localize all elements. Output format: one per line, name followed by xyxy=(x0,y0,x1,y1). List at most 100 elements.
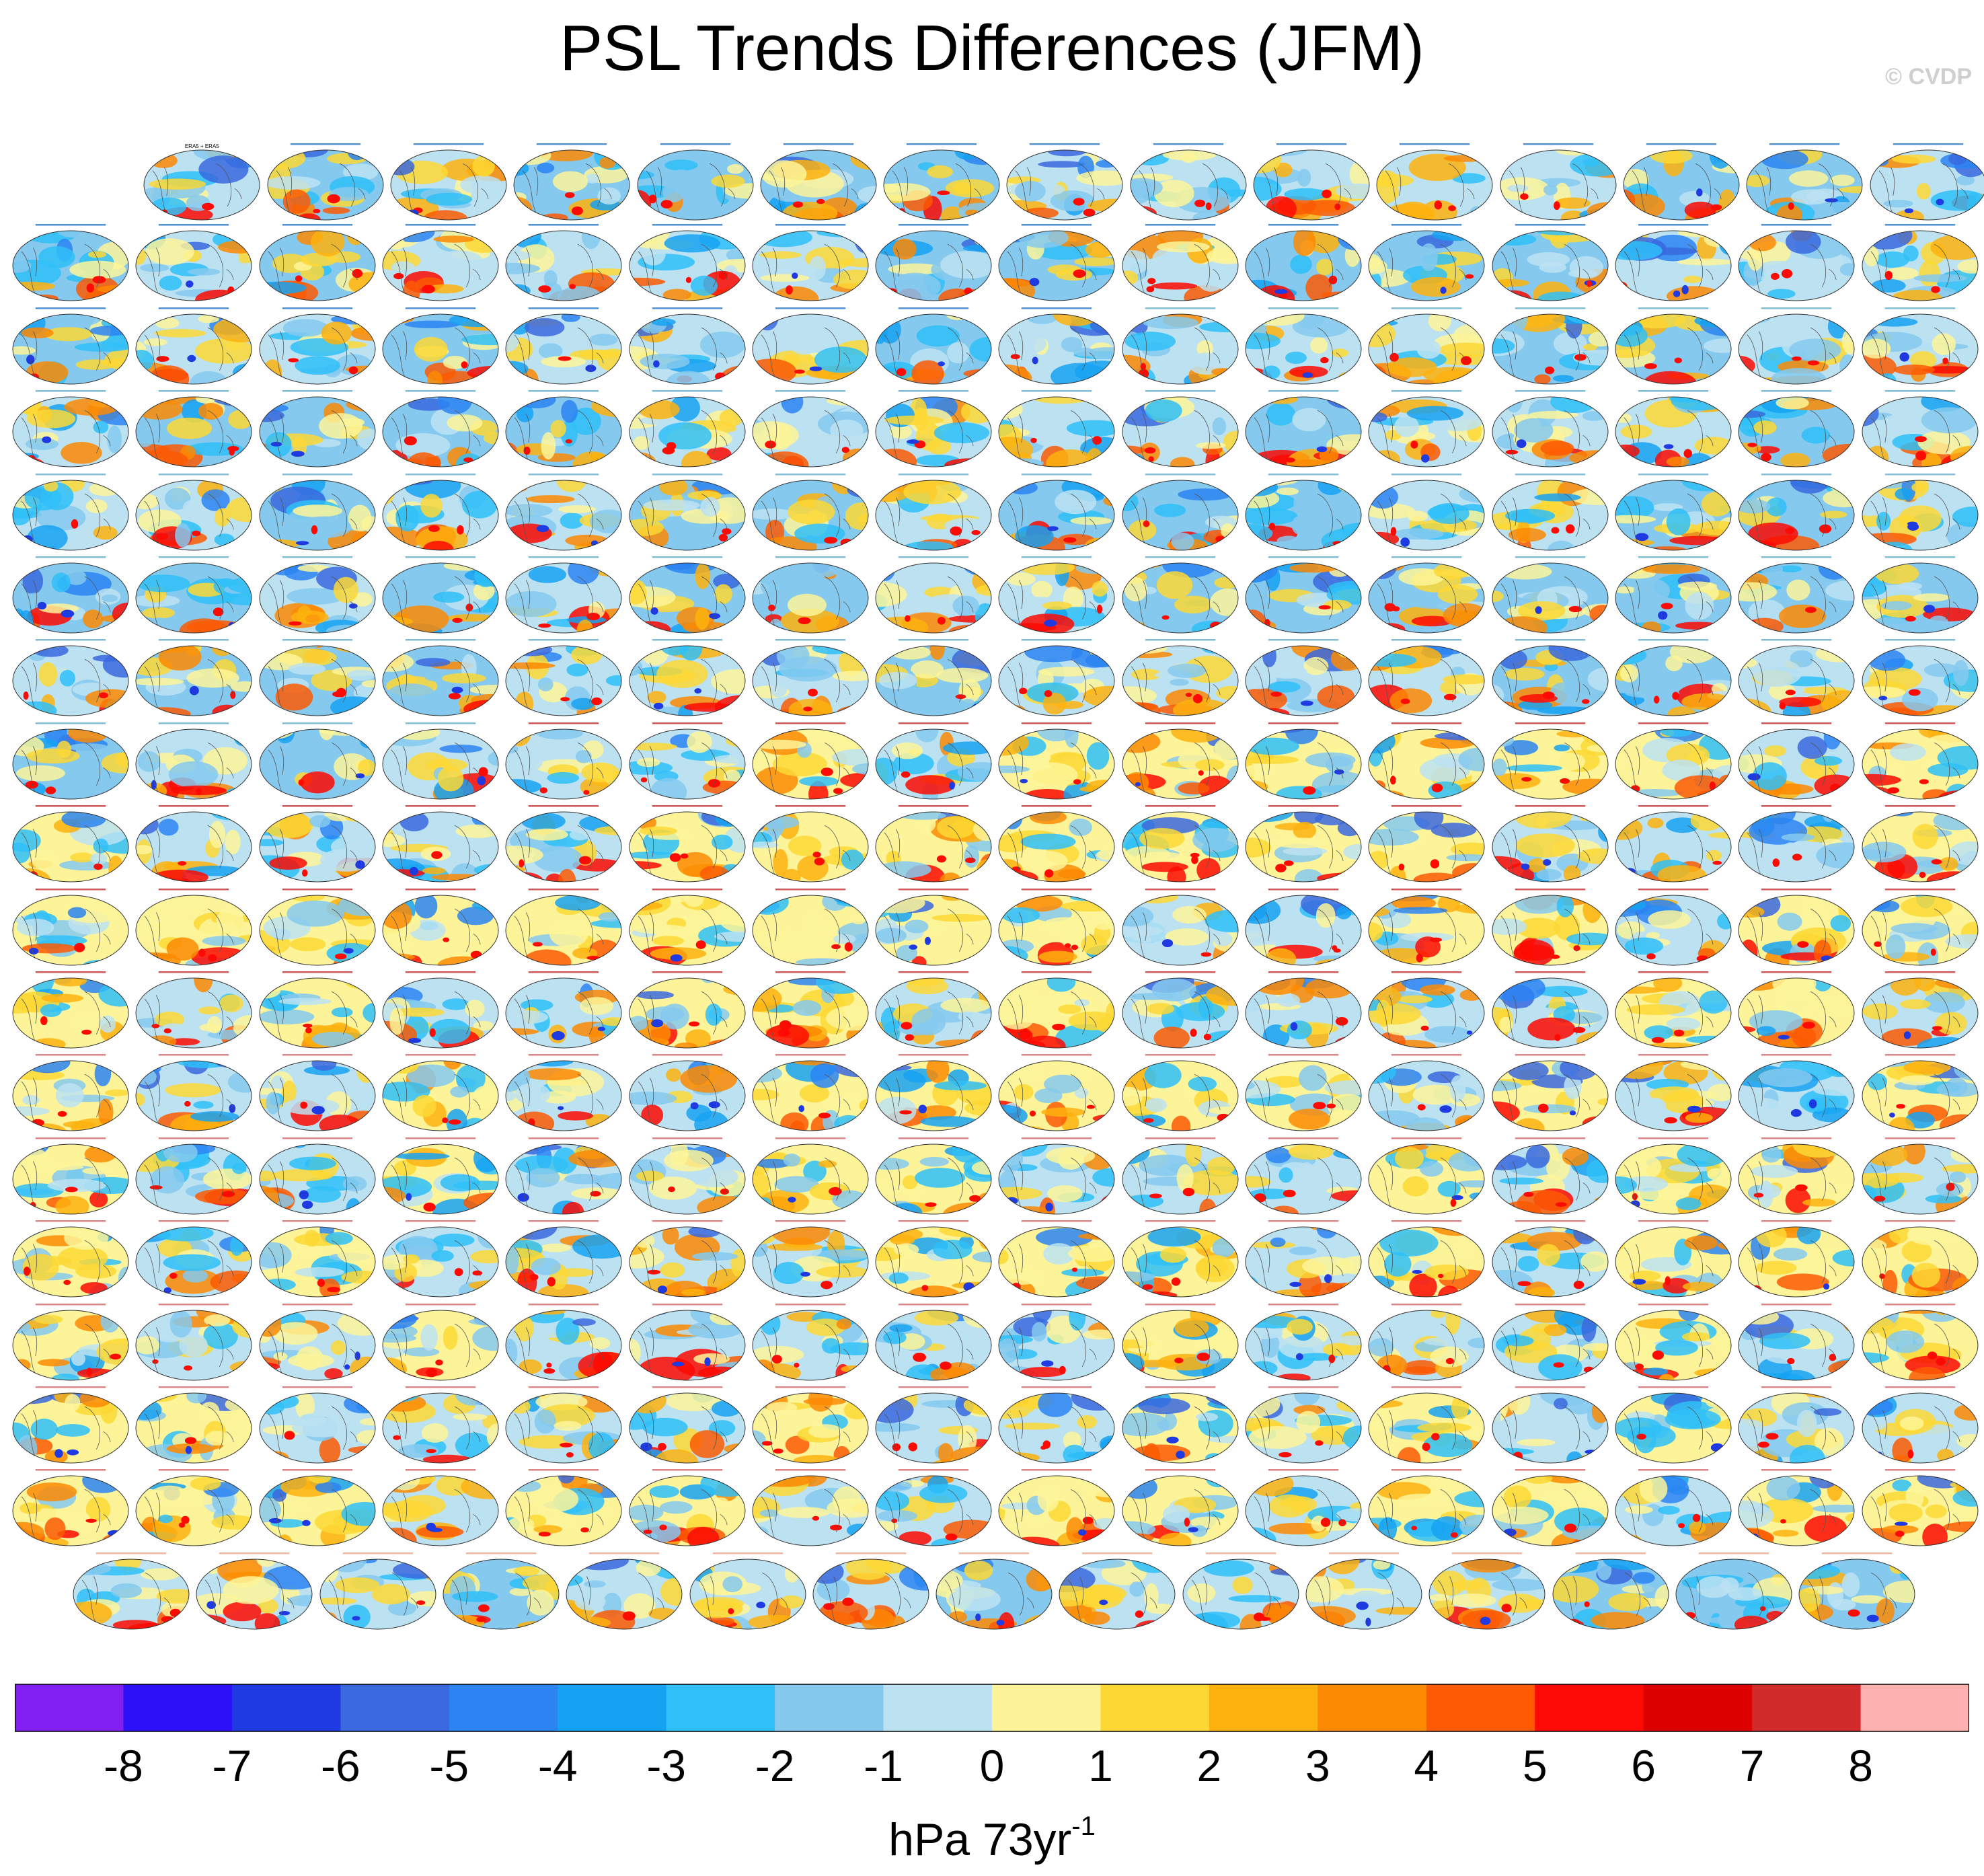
coastline xyxy=(1500,742,1591,793)
map-outline xyxy=(259,396,376,467)
trend-anomaly-contour xyxy=(107,425,122,453)
trend-anomaly-contour xyxy=(1862,504,1878,516)
trend-anomaly-contour xyxy=(660,1262,685,1278)
trend-anomaly-contour xyxy=(80,1282,108,1294)
trend-extreme-center xyxy=(1672,691,1679,700)
trend-anomaly-contour xyxy=(472,155,495,177)
trend-anomaly-contour xyxy=(1287,1020,1312,1040)
trend-anomaly-contour xyxy=(1124,331,1176,351)
trend-anomaly-contour xyxy=(232,1162,246,1174)
trend-anomaly-contour xyxy=(404,320,460,328)
trend-anomaly-contour xyxy=(1014,1084,1034,1100)
trend-extreme-center xyxy=(71,519,79,529)
trend-extreme-center xyxy=(301,869,307,877)
coastline xyxy=(144,493,234,544)
panel-label xyxy=(1022,722,1092,724)
trend-anomaly-contour xyxy=(1901,687,1938,712)
trend-anomaly-contour xyxy=(1880,601,1912,611)
trend-anomaly-contour xyxy=(851,763,868,775)
coastline xyxy=(638,1157,728,1208)
trend-anomaly-contour xyxy=(57,231,91,238)
trend-anomaly-contour xyxy=(1952,506,1978,527)
map-outline xyxy=(1738,728,1855,800)
trend-map-panel xyxy=(1738,473,1855,551)
trend-anomaly-contour xyxy=(1122,905,1153,927)
map-outline xyxy=(875,977,992,1049)
trend-anomaly-contour xyxy=(215,507,231,527)
trend-anomaly-contour xyxy=(1141,862,1188,872)
trend-anomaly-contour xyxy=(1042,693,1067,715)
trend-extreme-center xyxy=(1908,689,1920,696)
trend-extreme-center xyxy=(1761,453,1771,462)
coastline xyxy=(884,1240,974,1291)
trend-anomaly-contour xyxy=(528,566,567,583)
trend-anomaly-contour xyxy=(1253,935,1301,945)
trend-anomaly-contour xyxy=(1823,488,1855,507)
coastline xyxy=(1131,493,1221,544)
trend-map-panel xyxy=(875,390,992,467)
trend-anomaly-contour xyxy=(801,913,821,940)
trend-extreme-center xyxy=(547,1277,556,1287)
trend-extreme-center xyxy=(538,285,551,293)
map-outline xyxy=(1862,895,1978,966)
trend-anomaly-contour xyxy=(952,595,980,616)
trend-extreme-center xyxy=(1687,1106,1701,1113)
trend-anomaly-contour xyxy=(1939,857,1958,871)
panel-label xyxy=(652,639,722,641)
trend-anomaly-contour xyxy=(428,1018,471,1044)
map-outline xyxy=(12,645,129,716)
trend-extreme-center xyxy=(905,1034,914,1041)
panel-label xyxy=(35,556,106,558)
trend-map-panel xyxy=(752,1220,869,1298)
trend-anomaly-contour xyxy=(318,413,363,439)
coastline xyxy=(1007,576,1097,627)
trend-anomaly-contour xyxy=(1525,1145,1550,1168)
trend-anomaly-contour xyxy=(394,605,449,633)
panel-label xyxy=(1523,143,1593,145)
trend-anomaly-contour xyxy=(564,1173,604,1185)
coastline xyxy=(268,825,358,876)
coastline xyxy=(144,1240,234,1291)
trend-anomaly-contour xyxy=(1324,1080,1361,1096)
map-outline xyxy=(1122,562,1239,634)
coastline xyxy=(1007,908,1097,959)
trend-extreme-center xyxy=(1544,366,1554,375)
trend-anomaly-contour xyxy=(1813,1084,1855,1096)
trend-anomaly-contour xyxy=(22,1254,59,1281)
coastline xyxy=(21,576,111,627)
trend-extreme-center xyxy=(45,786,56,794)
trend-extreme-center xyxy=(311,1106,325,1115)
trend-extreme-center xyxy=(63,1279,71,1285)
trend-anomaly-contour xyxy=(437,397,472,415)
trend-extreme-center xyxy=(648,194,656,204)
trend-anomaly-contour xyxy=(876,1183,906,1196)
coastline xyxy=(1254,1157,1344,1208)
trend-extreme-center xyxy=(1044,620,1057,627)
trend-extreme-center xyxy=(463,457,473,463)
trend-map-panel xyxy=(505,1054,622,1131)
trend-anomaly-contour xyxy=(596,1043,622,1048)
trend-anomaly-contour xyxy=(1058,869,1086,879)
map-outline xyxy=(382,1226,499,1298)
panel-label xyxy=(282,1137,352,1139)
trend-anomaly-contour xyxy=(480,728,498,737)
trend-map-panel xyxy=(1245,1054,1362,1131)
trend-anomaly-contour xyxy=(1753,761,1788,790)
trend-anomaly-contour xyxy=(1420,984,1455,996)
trend-anomaly-contour xyxy=(1161,563,1217,578)
trend-extreme-center xyxy=(794,369,805,374)
map-outline xyxy=(1245,1143,1362,1215)
trend-extreme-center xyxy=(680,853,688,859)
trend-anomaly-contour xyxy=(1128,519,1156,541)
trend-extreme-center xyxy=(1923,605,1935,613)
trend-extreme-center xyxy=(149,1185,163,1190)
trend-anomaly-contour xyxy=(1586,1158,1608,1183)
trend-extreme-center xyxy=(833,788,843,794)
trend-anomaly-contour xyxy=(1683,276,1702,284)
trend-anomaly-contour xyxy=(1862,1003,1897,1020)
trend-map-panel xyxy=(382,1220,499,1298)
trend-anomaly-contour xyxy=(393,1160,416,1176)
panel-label xyxy=(898,1137,969,1139)
trend-extreme-center xyxy=(472,1270,482,1276)
panel-label xyxy=(1761,888,1832,891)
